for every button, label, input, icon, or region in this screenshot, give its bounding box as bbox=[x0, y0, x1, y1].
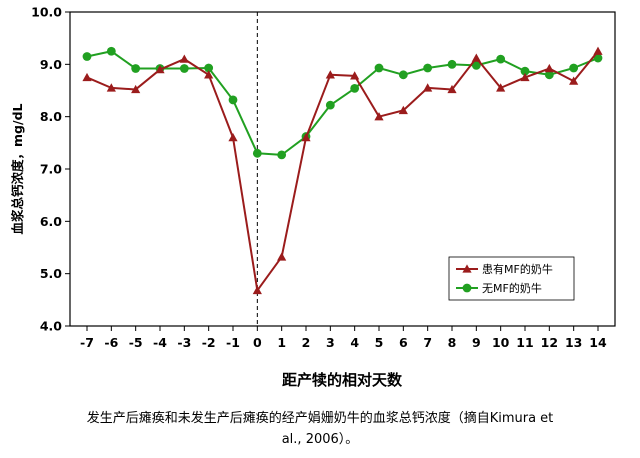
legend-label: 无MF的奶牛 bbox=[482, 281, 542, 295]
x-tick-label: -2 bbox=[202, 335, 216, 350]
data-point bbox=[520, 72, 530, 82]
x-tick-label: 3 bbox=[326, 335, 335, 350]
y-tick-label: 8.0 bbox=[40, 109, 62, 124]
x-tick-label: 4 bbox=[350, 335, 359, 350]
x-tick-label: -7 bbox=[80, 335, 94, 350]
legend-label: 患有MF的奶牛 bbox=[482, 262, 553, 276]
data-point bbox=[204, 63, 214, 73]
x-tick-label: 1 bbox=[277, 335, 286, 350]
data-point bbox=[520, 66, 530, 76]
data-point bbox=[106, 46, 116, 56]
legend-marker bbox=[462, 264, 472, 273]
data-point bbox=[277, 150, 287, 160]
x-tick-label: 7 bbox=[423, 335, 432, 350]
x-tick-label: 9 bbox=[472, 335, 481, 350]
data-point bbox=[398, 105, 408, 115]
y-tick-label: 6.0 bbox=[40, 214, 62, 229]
data-point bbox=[82, 52, 92, 61]
y-tick-label: 9.0 bbox=[40, 57, 62, 72]
data-point bbox=[228, 133, 238, 142]
data-point bbox=[179, 54, 189, 63]
data-point bbox=[179, 64, 189, 73]
data-point bbox=[471, 53, 481, 62]
data-point bbox=[447, 59, 457, 69]
x-tick-label: 5 bbox=[375, 335, 384, 350]
x-axis: -7 -6 -5 -4 -3 -2 -1 0 1 2 3 4 5 6 7 8 9 10 11 12 13 14 bbox=[80, 326, 607, 350]
y-tick-label: 5.0 bbox=[40, 266, 62, 281]
x-tick-label: -1 bbox=[226, 335, 240, 350]
data-point bbox=[155, 64, 165, 74]
x-tick-label: -5 bbox=[129, 335, 143, 350]
data-point bbox=[471, 60, 481, 70]
series-line bbox=[86, 50, 599, 156]
data-point bbox=[374, 63, 384, 73]
y-tick-label: 7.0 bbox=[40, 162, 62, 177]
data-point bbox=[496, 54, 506, 64]
x-tick-label: -3 bbox=[177, 335, 191, 350]
y-tick-label: 10.0 bbox=[31, 5, 62, 20]
x-tick-label: -4 bbox=[153, 335, 167, 350]
data-point bbox=[569, 76, 579, 85]
y-tick-label: 4.0 bbox=[40, 319, 62, 334]
data-point bbox=[106, 83, 116, 92]
x-tick-label: -6 bbox=[104, 335, 118, 350]
x-tick-label: 10 bbox=[492, 335, 510, 350]
y-axis-label: 血浆总钙浓度，mg/dL bbox=[10, 103, 25, 234]
x-tick-label: 13 bbox=[565, 335, 582, 350]
data-point bbox=[496, 83, 506, 92]
caption-line-1: 发生产后瘫痪和未发生产后瘫痪的经产娟姗奶牛的血浆总钙浓度（摘自Kimura et bbox=[86, 411, 554, 426]
figure-caption: 发生产后瘫痪和未发生产后瘫痪的经产娟姗奶牛的血浆总钙浓度（摘自Kimura et… bbox=[20, 408, 620, 450]
x-tick-label: 12 bbox=[541, 335, 558, 350]
legend-box bbox=[448, 256, 575, 301]
data-point bbox=[325, 100, 335, 110]
data-point bbox=[228, 95, 238, 105]
y-axis: 4.0 5.0 6.0 7.0 8.0 9.0 10.0 bbox=[31, 5, 70, 334]
series-mf bbox=[82, 46, 603, 295]
data-point bbox=[447, 84, 457, 94]
data-point bbox=[131, 84, 141, 94]
x-tick-label: 14 bbox=[589, 335, 607, 350]
data-point bbox=[204, 70, 214, 79]
data-point bbox=[82, 72, 92, 82]
data-point bbox=[544, 70, 554, 80]
data-point bbox=[593, 46, 603, 55]
data-point bbox=[252, 285, 262, 295]
x-tick-label: 8 bbox=[448, 335, 457, 350]
data-point bbox=[350, 84, 360, 93]
series-line bbox=[86, 50, 599, 292]
data-point bbox=[131, 64, 141, 73]
data-point bbox=[398, 70, 408, 80]
data-point bbox=[544, 63, 554, 73]
x-tick-label: 11 bbox=[516, 335, 533, 350]
data-point bbox=[301, 133, 311, 142]
x-tick-label: 2 bbox=[302, 335, 311, 350]
data-point bbox=[252, 148, 262, 158]
x-tick-label: 0 bbox=[253, 335, 262, 350]
data-point bbox=[374, 112, 384, 121]
data-point bbox=[423, 83, 433, 92]
data-point bbox=[277, 252, 287, 261]
data-point bbox=[593, 53, 603, 63]
x-tick-label: 6 bbox=[399, 335, 408, 350]
x-axis-label: 距产犊的相对天数 bbox=[282, 371, 403, 389]
chart: 4.05.06.07.08.09.010.0 -7 -6 -5 -4 -3 -2 -1 0 1 2… bbox=[10, 5, 616, 389]
data-point bbox=[325, 70, 335, 79]
legend-marker bbox=[462, 283, 472, 293]
data-point bbox=[423, 63, 433, 73]
data-point bbox=[350, 71, 360, 80]
data-point bbox=[569, 63, 579, 73]
series-layer bbox=[82, 46, 603, 295]
caption-line-2: al., 2006）。 bbox=[281, 432, 359, 447]
